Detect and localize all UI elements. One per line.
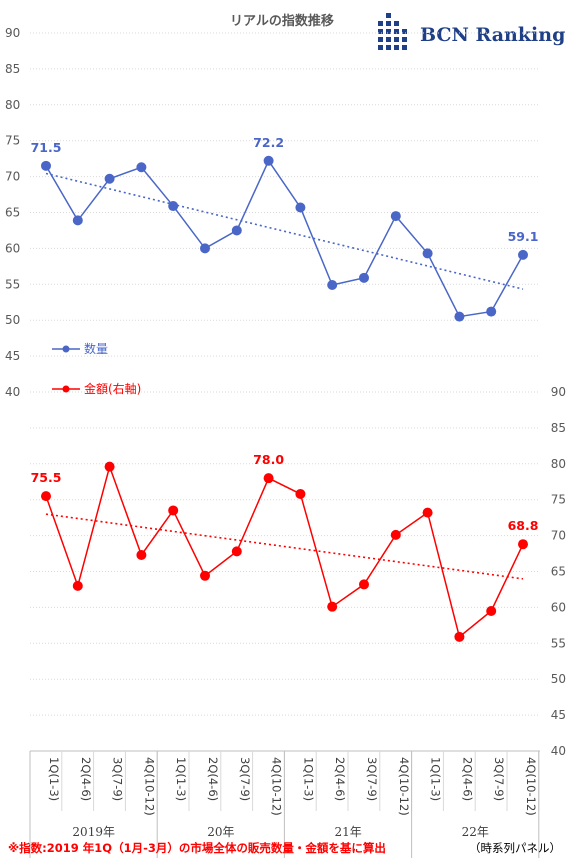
data-point — [41, 491, 51, 502]
right-axis-tick-label: 90 — [551, 385, 566, 399]
data-point — [359, 272, 369, 283]
data-label: 68.8 — [508, 518, 539, 533]
category-label: 2Q(4-6) — [333, 757, 347, 801]
category-label: 3Q(7-9) — [111, 757, 125, 801]
data-point — [422, 248, 433, 259]
left-axis-tick-label: 70 — [5, 170, 20, 184]
left-axis-tick-label: 55 — [5, 277, 20, 291]
data-point — [359, 579, 369, 590]
data-point — [390, 211, 401, 222]
year-group-label: 20年 — [207, 825, 234, 839]
category-label: 4Q(10-12) — [270, 757, 284, 816]
data-point — [518, 249, 528, 260]
legend-label: 数量 — [84, 341, 108, 356]
legend-marker — [62, 385, 70, 393]
data-point — [104, 461, 115, 472]
data-point — [327, 601, 338, 612]
data-point — [41, 160, 51, 171]
left-axis-tick-label: 65 — [5, 206, 20, 220]
series-line-amount — [45, 464, 524, 639]
category-label: 3Q(7-9) — [492, 757, 506, 801]
left-axis-tick-label: 45 — [5, 349, 20, 363]
data-point — [295, 488, 306, 499]
data-label: 72.2 — [253, 135, 284, 150]
data-label: 59.1 — [508, 229, 539, 244]
category-label: 4Q(10-12) — [524, 757, 538, 816]
data-point — [486, 306, 497, 317]
data-point — [263, 473, 274, 484]
right-axis-tick-label: 40 — [551, 744, 566, 758]
right-axis-tick-label: 85 — [551, 421, 566, 435]
right-axis-tick-label: 45 — [551, 708, 566, 722]
category-label: 1Q(1-3) — [301, 757, 315, 801]
left-axis-tick-label: 75 — [5, 134, 20, 148]
category-label: 2Q(4-6) — [206, 757, 220, 801]
category-label: 1Q(1-3) — [429, 757, 443, 801]
right-axis-tick-label: 70 — [551, 529, 566, 543]
left-axis-tick-label: 50 — [5, 313, 20, 327]
data-point — [231, 546, 242, 557]
left-axis-tick-label: 90 — [5, 26, 20, 40]
category-label: 3Q(7-9) — [238, 757, 252, 801]
data-label: 75.5 — [31, 470, 62, 485]
data-point — [486, 605, 497, 616]
legend-marker — [62, 345, 70, 353]
right-axis-tick-label: 80 — [551, 457, 566, 471]
chart-title: リアルの指数推移 — [230, 14, 334, 29]
data-point — [422, 507, 433, 518]
data-point — [390, 529, 401, 540]
category-label: 2Q(4-6) — [460, 757, 474, 801]
data-point — [454, 631, 465, 642]
left-axis-tick-label: 60 — [5, 241, 20, 255]
trendline-amount — [45, 513, 524, 580]
data-label: 71.5 — [31, 140, 62, 155]
data-point — [200, 243, 210, 254]
brand-name: BCN Ranking — [420, 24, 566, 46]
data-point — [518, 539, 528, 550]
footnote: ※指数:2019 年1Q（1月-3月）の市場全体の販売数量・金額を基に算出 — [8, 841, 386, 855]
data-point — [136, 162, 147, 173]
right-axis-tick-label: 60 — [551, 600, 566, 614]
series-line-quantity — [45, 159, 524, 318]
legend-label: 金額(右軸) — [84, 381, 141, 396]
right-axis-tick-label: 50 — [551, 672, 566, 686]
left-axis-tick-label: 80 — [5, 98, 20, 112]
right-axis-tick-label: 75 — [551, 493, 566, 507]
category-label: 3Q(7-9) — [365, 757, 379, 801]
data-point — [295, 202, 306, 213]
data-point — [168, 505, 179, 516]
data-point — [72, 580, 83, 591]
left-axis-tick-label: 40 — [5, 385, 20, 399]
right-axis-tick-label: 65 — [551, 565, 566, 579]
year-group-label: 22年 — [462, 825, 489, 839]
category-label: 1Q(1-3) — [47, 757, 61, 801]
data-point — [72, 215, 83, 226]
data-point — [168, 201, 179, 212]
category-label: 4Q(10-12) — [397, 757, 411, 816]
trendline-quantity — [45, 172, 524, 290]
data-point — [454, 311, 465, 322]
data-point — [136, 549, 147, 560]
category-label: 2Q(4-6) — [79, 757, 93, 801]
data-point — [231, 225, 242, 236]
category-label: 1Q(1-3) — [174, 757, 188, 801]
panel-note: （時系列パネル） — [469, 841, 561, 855]
bcn-logo-icon — [378, 12, 412, 52]
data-point — [104, 173, 115, 184]
data-label: 78.0 — [253, 452, 284, 467]
year-group-label: 21年 — [334, 825, 361, 839]
year-group-label: 2019年 — [72, 825, 115, 839]
data-point — [327, 280, 338, 291]
category-label: 4Q(10-12) — [142, 757, 156, 816]
left-axis-tick-label: 85 — [5, 62, 20, 76]
data-point — [263, 155, 274, 166]
right-axis-tick-label: 55 — [551, 636, 566, 650]
data-point — [200, 570, 210, 581]
